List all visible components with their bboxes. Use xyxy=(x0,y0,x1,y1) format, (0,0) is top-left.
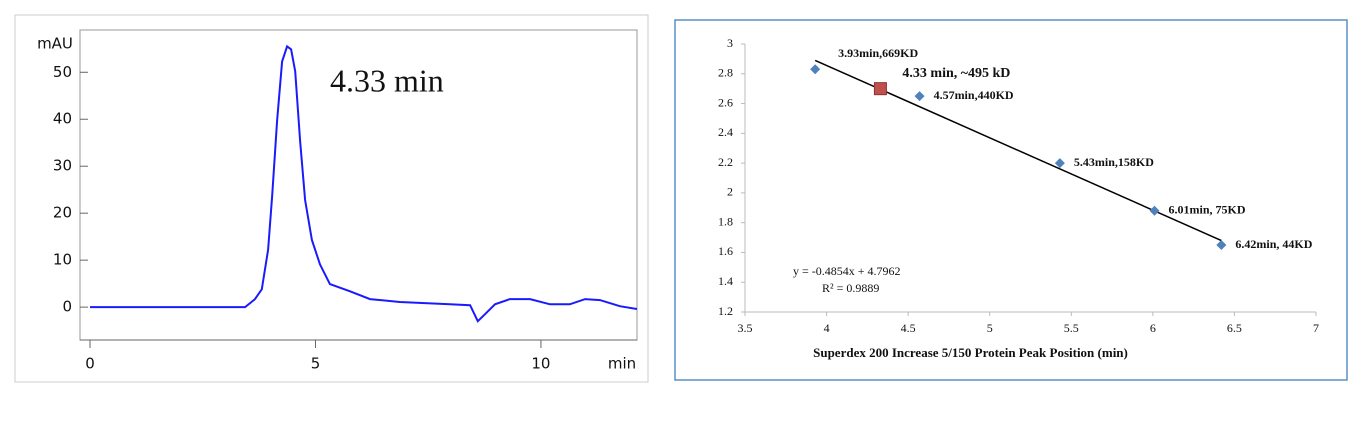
r-squared: R² = 0.9889 xyxy=(822,281,879,295)
y-tick-label: 0 xyxy=(62,298,72,316)
x-axis-label: Superdex 200 Increase 5/150 Protein Peak… xyxy=(813,345,1128,360)
y-tick-label: 2.6 xyxy=(718,95,733,109)
x-tick-label: 6.5 xyxy=(1227,321,1242,335)
x-tick-label: 3.5 xyxy=(738,321,753,335)
y-tick-label: 2.4 xyxy=(718,125,733,139)
data-point xyxy=(914,91,925,102)
x-tick-label: 4 xyxy=(824,321,830,335)
y-tick-label: 3 xyxy=(727,36,733,50)
calibration-plot: 3.5 4 4.5 5 5.5 6 6.5 7 1.2 1.4 1.6 1.8 2 2.2 2.4 2.6 2.… xyxy=(718,36,1319,360)
y-tick-label: 2 xyxy=(727,185,733,199)
x-tick-label: 0 xyxy=(85,355,95,373)
signal-line xyxy=(90,44,638,323)
x-tick-label: 10 xyxy=(531,355,550,373)
y-tick-label: 1.6 xyxy=(718,244,733,258)
data-point xyxy=(1149,205,1160,216)
annotation: 4.33 min xyxy=(330,62,444,98)
x-tick-label: 7 xyxy=(1313,321,1319,335)
y-tick-label: 10 xyxy=(53,251,72,269)
x-tick-label: 6 xyxy=(1150,321,1156,335)
y-tick-label: 2.8 xyxy=(718,66,733,80)
data-point xyxy=(810,64,821,75)
point-label: 4.57min,440KD xyxy=(934,88,1014,102)
point-label: 5.43min,158KD xyxy=(1074,155,1154,169)
y-axis-label: mAU xyxy=(37,35,73,53)
x-tick-label: 5 xyxy=(311,355,321,373)
point-label: 6.01min, 75KD xyxy=(1168,203,1245,217)
y-tick-label: 20 xyxy=(53,204,72,222)
x-tick-label: 4.5 xyxy=(901,321,916,335)
y-tick-label: 1.2 xyxy=(718,304,733,318)
point-label: 6.42min, 44KD xyxy=(1235,237,1312,251)
y-tick-label: 1.4 xyxy=(718,274,733,288)
chromatogram: 0 5 10 0 10 20 30 40 50 mAU min 4.33 min xyxy=(37,29,638,373)
highlight-label: 4.33 min, ~495 kD xyxy=(902,66,1010,81)
x-axis-label: min xyxy=(608,355,636,373)
right-panel xyxy=(674,19,1348,381)
x-tick-label: 5.5 xyxy=(1064,321,1079,335)
x-tick-label: 5 xyxy=(987,321,993,335)
y-tick-label: 2.2 xyxy=(718,155,733,169)
y-tick-label: 40 xyxy=(53,110,72,128)
equation: y = -0.4854x + 4.7962 xyxy=(793,264,901,278)
point-label: 3.93min,669KD xyxy=(838,46,918,60)
y-tick-label: 50 xyxy=(53,63,72,81)
y-tick-label: 1.8 xyxy=(718,214,733,228)
data-point xyxy=(1054,158,1065,169)
left-panel xyxy=(14,14,649,383)
data-point xyxy=(1216,240,1227,250)
highlight-point xyxy=(873,82,887,96)
y-tick-label: 30 xyxy=(53,157,72,175)
